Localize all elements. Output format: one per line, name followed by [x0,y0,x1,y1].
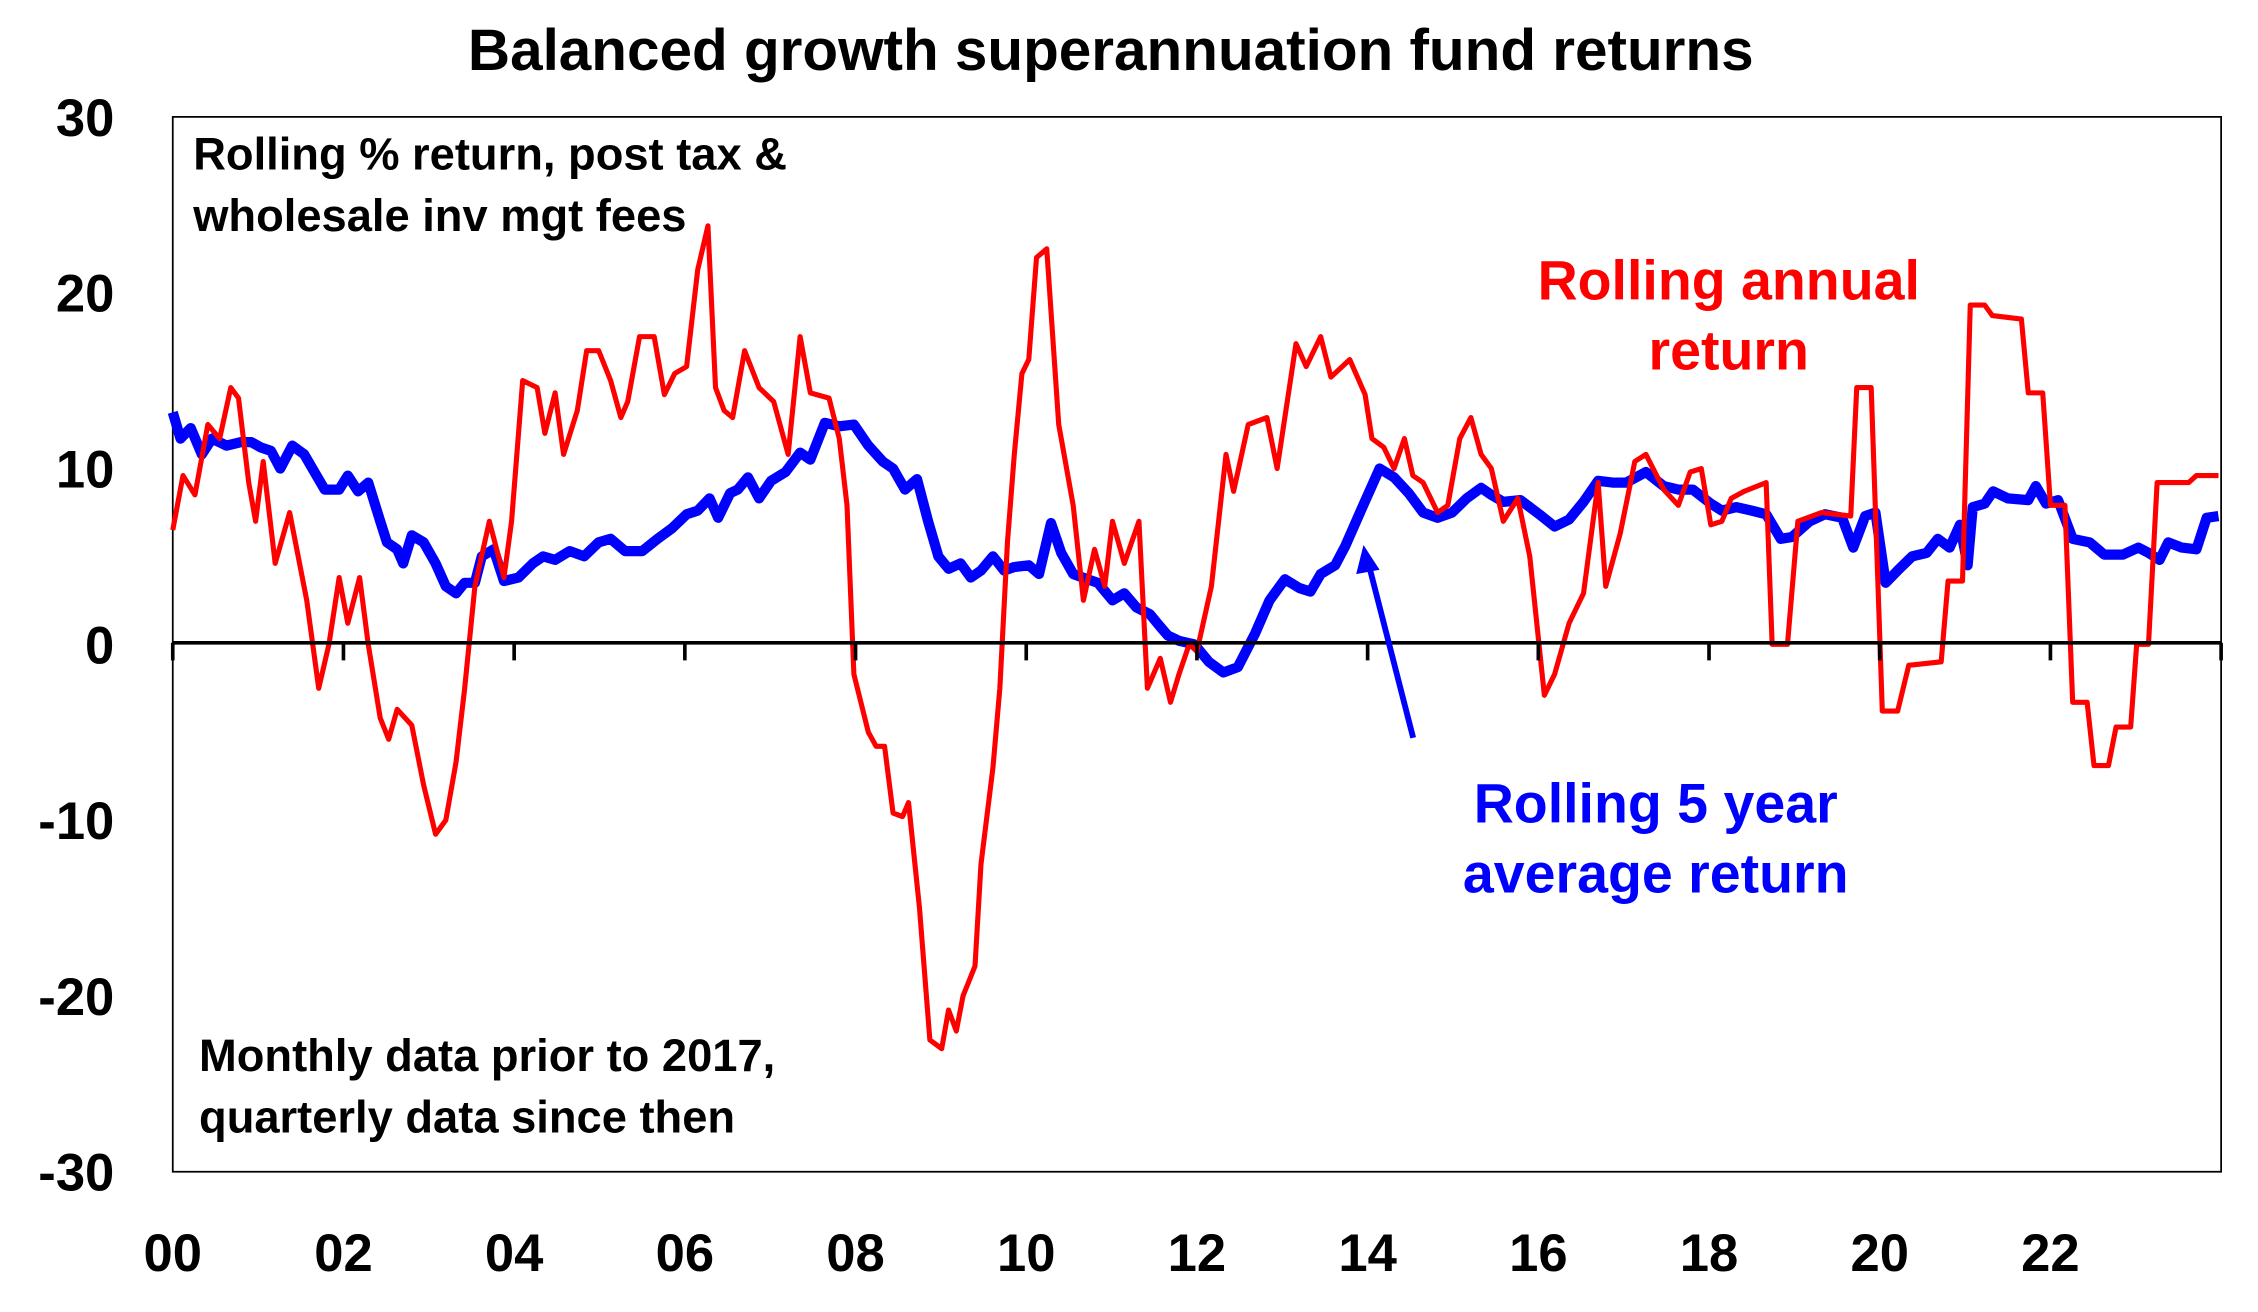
x-tick-label: 12 [1168,1224,1226,1283]
x-tick-label: 02 [314,1224,372,1283]
x-tick-label: 08 [826,1224,884,1283]
y-tick-label: -10 [38,792,114,851]
x-tick-label: 14 [1338,1224,1396,1283]
y-axis: 30 20 10 0 -10 -20 -30 [38,89,114,1203]
x-tick-label: 20 [1850,1224,1908,1283]
y-tick-label: 20 [56,265,114,324]
x-tick-label: 06 [656,1224,714,1283]
x-tick-label: 18 [1680,1224,1738,1283]
x-tick-label: 22 [2021,1224,2079,1283]
y-tick-label: -20 [38,968,114,1027]
x-tick-marks [170,642,2223,661]
blue-series-label-line-1: Rolling 5 year [1474,773,1838,835]
chart-title: Balanced growth superannuation fund retu… [468,18,1754,83]
series-layer [167,223,2220,1052]
y-tick-label: 0 [85,616,114,675]
subtitle-line-1: Rolling % return, post tax & [193,128,787,179]
note-line-2: quarterly data since then [199,1091,735,1142]
subtitle-line-2: wholesale inv mgt fees [192,190,686,241]
red-series-label-line-2: return [1649,320,1809,382]
arrow-icon [1356,544,1416,739]
x-tick-label: 00 [144,1224,202,1283]
blue-series-label-line-2: average return [1463,843,1849,905]
red-series-label-line-1: Rolling annual [1538,250,1920,312]
rolling-annual-return-line [170,223,2219,1052]
x-tick-label: 10 [997,1224,1055,1283]
y-tick-label: -30 [38,1144,114,1203]
y-tick-label: 30 [56,89,114,148]
x-axis: 00 02 04 06 08 10 12 14 16 18 20 22 [144,1224,2080,1283]
x-tick-label: 16 [1509,1224,1567,1283]
note-line-1: Monthly data prior to 2017, [199,1030,775,1081]
y-tick-label: 10 [56,440,114,499]
x-tick-label: 04 [485,1224,543,1283]
rolling-5-year-average-line [167,410,2220,678]
